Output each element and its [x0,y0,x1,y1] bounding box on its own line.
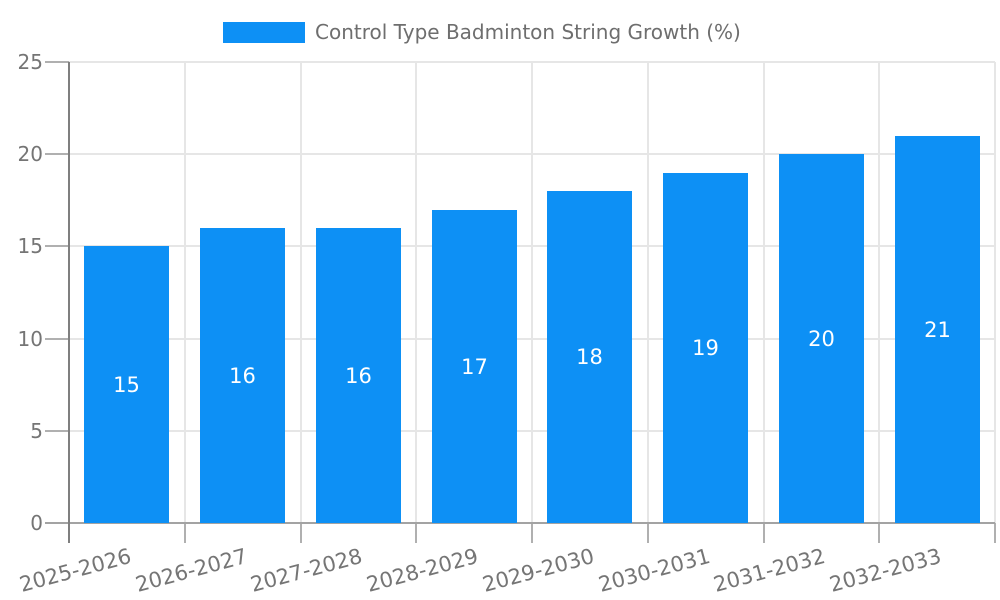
x-axis-tick-label: 2028-2029 [363,544,481,597]
bar-value-label: 16 [229,364,256,388]
bar [84,246,169,523]
y-axis-tick [45,153,69,156]
bar-value-label: 16 [345,364,372,388]
bar-value-label: 15 [113,373,140,397]
x-axis-tick [299,523,302,543]
bar-value-label: 21 [924,318,951,342]
gridline-vertical [415,62,418,523]
bar [663,173,748,523]
bar [316,228,401,523]
legend: Control Type Badminton String Growth (%) [0,0,1000,55]
y-axis-tick-label: 15 [17,234,43,259]
y-axis-tick [45,245,69,248]
x-axis-tick-label: 2025-2026 [16,544,134,597]
bar [547,191,632,523]
x-axis-tick-label: 2027-2028 [247,544,365,597]
y-axis-tick [45,337,69,340]
gridline-vertical [878,62,881,523]
bar [779,154,864,523]
x-axis-line [45,522,995,524]
bar [200,228,285,523]
x-axis-tick [415,523,418,543]
y-axis-tick [45,61,69,63]
legend-label: Control Type Badminton String Growth (%) [315,20,741,44]
bar [432,210,517,523]
y-axis-tick-label: 25 [17,50,43,74]
x-axis-tick-label: 2030-2031 [595,544,713,597]
x-axis-tick [183,523,186,543]
bar-value-label: 19 [692,336,719,360]
bar-value-label: 17 [461,355,488,379]
gridline-vertical [299,62,302,523]
gridline-vertical [994,62,996,523]
gridline-vertical [183,62,186,523]
gridline-vertical [762,62,765,523]
bar-value-label: 18 [576,345,603,369]
y-axis-line [68,62,70,543]
x-axis-tick-label: 2031-2032 [710,544,828,597]
gridline-vertical [646,62,649,523]
y-axis-tick-label: 5 [30,418,43,443]
x-axis-tick-label: 2026-2027 [132,544,250,597]
y-axis-tick-label: 0 [30,511,43,535]
bar-value-label: 20 [808,327,835,351]
x-axis-tick [762,523,765,543]
y-axis-tick [45,429,69,432]
x-axis-tick [994,523,996,543]
x-axis-tick-label: 2029-2030 [479,544,597,597]
y-axis-tick-label: 20 [17,142,43,167]
x-axis-tick-label: 2032-2033 [826,544,944,597]
bar [895,136,980,523]
gridline-vertical [531,62,533,523]
x-axis-tick [646,523,649,543]
y-axis-tick-label: 10 [17,326,43,351]
x-axis-tick [878,523,881,543]
legend-swatch [223,22,305,43]
x-axis-tick [531,523,533,543]
